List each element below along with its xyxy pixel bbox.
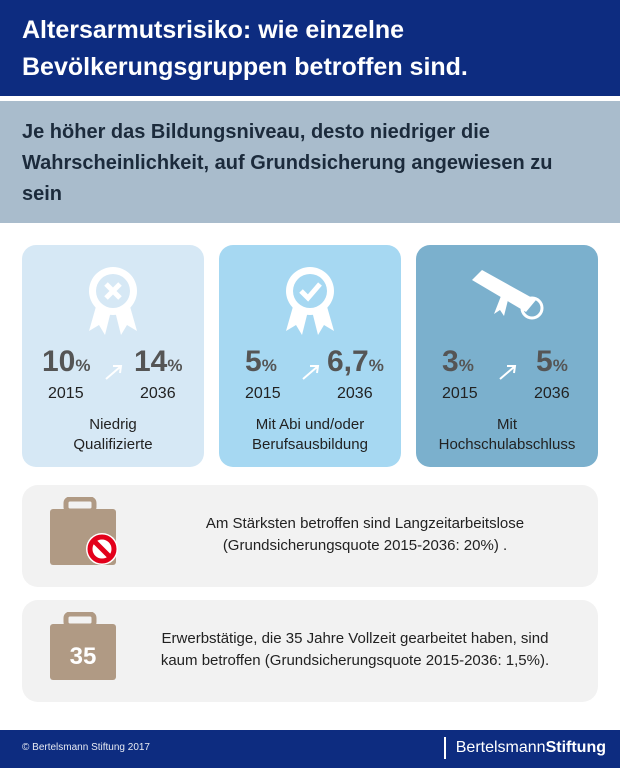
value-2036: 14 [134,345,168,378]
unit: % [261,356,277,375]
box-text: Erwerbstätige, die 35 Jahre Vollzeit gea… [161,630,549,647]
header: Altersarmutsrisiko: wie einzelne Bevölke… [0,0,620,99]
footer: © Bertelsmann Stiftung 2017 BertelsmannS… [0,730,620,768]
unit: % [167,356,183,375]
arrow-up-right-icon [302,365,320,380]
box-text: kaum betroffen (Grundsicherungsquote 201… [160,652,550,669]
card-label: Hochschulabschluss [438,436,576,453]
year-2036: 2036 [534,385,570,402]
value-2015: 3 [442,345,459,378]
box-text: (Grundsicherungsquote 2015-2036: 20%) . [222,537,508,554]
box-long-term-unemployed: Am Stärksten betroffen sind Langzeitarbe… [22,485,598,587]
card-university: 3% 5% 2015 2036 Mit Hochschulabschluss [416,245,598,467]
diploma-scroll-icon [472,270,544,320]
briefcase-badge: 35 [70,643,97,670]
arrow-up-right-icon [499,365,517,380]
card-label: Mit Abi und/oder [255,416,365,433]
briefcase-prohibited-icon [50,497,118,565]
title-line-1: Altersarmutsrisiko: wie einzelne [22,16,405,44]
unit: % [368,356,384,375]
card-label: Qualifizierte [73,436,153,453]
year-2015: 2015 [48,385,84,402]
brand-logo: BertelsmannStiftung [443,737,606,759]
value-2036: 5 [536,345,553,378]
ribbon-check-icon [286,267,334,335]
box-text: Am Stärksten betroffen sind Langzeitarbe… [205,515,525,532]
brand-a: Bertelsmann [455,739,546,756]
card-label: Berufsausbildung [252,436,368,453]
subtitle: Je höher das Bildungsniveau, desto niedr… [0,101,620,223]
value-2036: 6,7 [327,345,369,378]
year-2015: 2015 [245,385,281,402]
card-low-qualified: 10% 14% 2015 2036 Niedrig Qualifizierte [22,245,204,467]
box-full-time-workers: 35 Erwerbstätige, die 35 Jahre Vollzeit … [22,600,598,702]
card-label: Niedrig [89,416,137,433]
unit: % [552,356,568,375]
value-2015: 10 [42,345,76,378]
brand-b: Stiftung [545,739,606,756]
title-line-2: Bevölkerungsgruppen betroffen sind. [22,53,468,81]
copyright: © Bertelsmann Stiftung 2017 [22,742,150,753]
year-2036: 2036 [140,385,176,402]
unit: % [458,356,474,375]
unit: % [75,356,91,375]
card-abi-vocational: 5% 6,7% 2015 2036 Mit Abi und/oder Berufs… [219,245,401,467]
year-2015: 2015 [442,385,478,402]
briefcase-35-icon: 35 [50,612,116,680]
ribbon-x-icon [89,267,137,335]
year-2036: 2036 [337,385,373,402]
card-label: Mit [497,416,517,433]
arrow-up-right-icon [105,365,123,380]
value-2015: 5 [245,345,262,378]
